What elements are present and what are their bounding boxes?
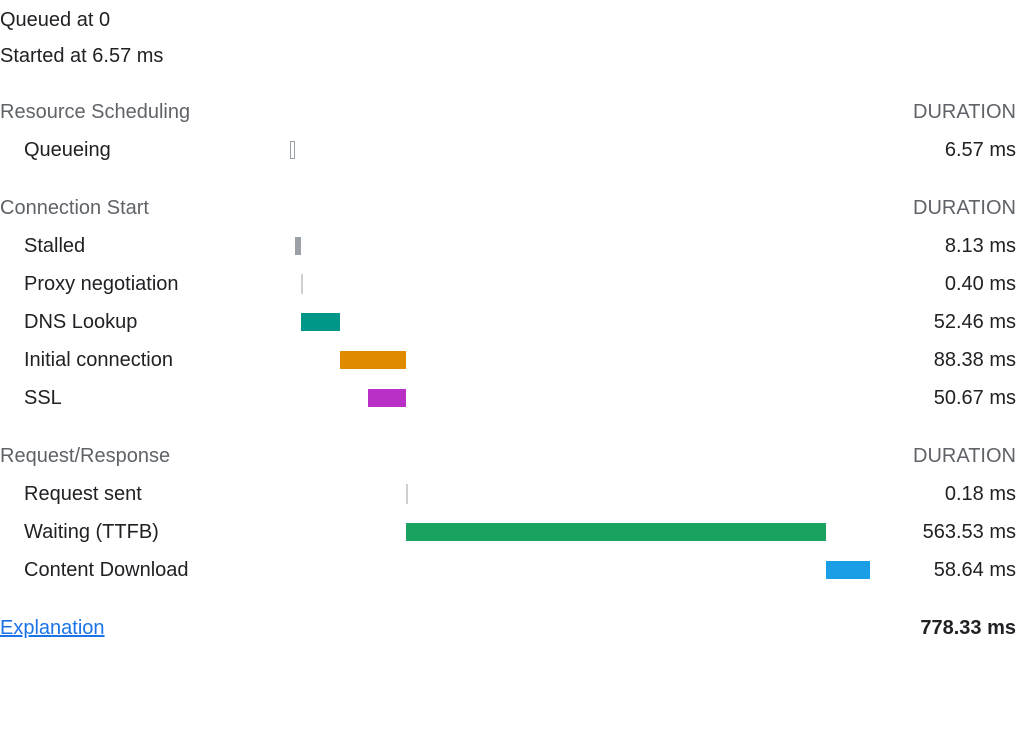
section-chart-spacer [290, 444, 870, 468]
row-duration: 50.67 ms [870, 384, 1018, 412]
timing-row-stalled: Stalled 8.13 ms [0, 232, 1018, 260]
timing-sections: Resource Scheduling DURATION Queueing 6.57 … [0, 98, 1018, 584]
row-chart [290, 234, 870, 258]
row-label: Waiting (TTFB) [0, 518, 290, 546]
row-label: Content Download [0, 556, 290, 584]
row-chart [290, 386, 870, 410]
row-duration: 8.13 ms [870, 232, 1018, 260]
row-label: Initial connection [0, 346, 290, 374]
bar-stalled [295, 237, 301, 255]
section-title: Connection Start [0, 194, 290, 222]
bar-request-sent [406, 484, 408, 504]
row-label: Request sent [0, 480, 290, 508]
queued-at-text: Queued at 0 [0, 6, 1018, 34]
explanation-link[interactable]: Explanation [0, 614, 105, 642]
section-header: Resource Scheduling DURATION [0, 98, 1018, 126]
row-chart [290, 348, 870, 372]
row-label: Queueing [0, 136, 290, 164]
timing-row-waiting-ttfb: Waiting (TTFB) 563.53 ms [0, 518, 1018, 546]
timing-meta: Queued at 0 Started at 6.57 ms [0, 6, 1018, 70]
section-title: Request/Response [0, 442, 290, 470]
timing-row-ssl: SSL 50.67 ms [0, 384, 1018, 412]
section-title: Resource Scheduling [0, 98, 290, 126]
started-at-text: Started at 6.57 ms [0, 42, 1018, 70]
bar-content-download [826, 561, 870, 579]
section-chart-spacer [290, 100, 870, 124]
timing-footer: Explanation 778.33 ms [0, 614, 1018, 642]
row-chart [290, 558, 870, 582]
row-duration: 6.57 ms [870, 136, 1018, 164]
row-chart [290, 520, 870, 544]
duration-header: DURATION [870, 194, 1018, 222]
timing-panel: Queued at 0 Started at 6.57 ms Resource … [0, 0, 1018, 652]
row-label: SSL [0, 384, 290, 412]
bar-queueing [290, 141, 295, 159]
bar-proxy-negotiation [301, 274, 303, 294]
row-duration: 0.18 ms [870, 480, 1018, 508]
timing-row-request-sent: Request sent 0.18 ms [0, 480, 1018, 508]
section-resource-scheduling: Resource Scheduling DURATION Queueing 6.57 … [0, 98, 1018, 164]
row-chart [290, 310, 870, 334]
row-duration: 58.64 ms [870, 556, 1018, 584]
section-chart-spacer [290, 196, 870, 220]
duration-header: DURATION [870, 442, 1018, 470]
row-chart [290, 138, 870, 162]
timing-row-proxy-negotiation: Proxy negotiation 0.40 ms [0, 270, 1018, 298]
row-chart [290, 482, 870, 506]
timing-row-content-download: Content Download 58.64 ms [0, 556, 1018, 584]
bar-initial-connection [340, 351, 406, 369]
row-duration: 563.53 ms [870, 518, 1018, 546]
row-label: Proxy negotiation [0, 270, 290, 298]
bar-waiting-ttfb [406, 523, 826, 541]
row-chart [290, 272, 870, 296]
row-duration: 88.38 ms [870, 346, 1018, 374]
duration-header: DURATION [870, 98, 1018, 126]
timing-row-queueing: Queueing 6.57 ms [0, 136, 1018, 164]
row-duration: 0.40 ms [870, 270, 1018, 298]
row-label: Stalled [0, 232, 290, 260]
total-duration: 778.33 ms [920, 614, 1018, 642]
row-label: DNS Lookup [0, 308, 290, 336]
timing-row-dns-lookup: DNS Lookup 52.46 ms [0, 308, 1018, 336]
timing-row-initial-connection: Initial connection 88.38 ms [0, 346, 1018, 374]
row-duration: 52.46 ms [870, 308, 1018, 336]
section-request-response: Request/Response DURATION Request sent 0.18… [0, 442, 1018, 584]
section-header: Connection Start DURATION [0, 194, 1018, 222]
bar-ssl [368, 389, 406, 407]
bar-dns-lookup [301, 313, 340, 331]
section-connection-start: Connection Start DURATION Stalled 8.13 ms Pr… [0, 194, 1018, 412]
section-header: Request/Response DURATION [0, 442, 1018, 470]
